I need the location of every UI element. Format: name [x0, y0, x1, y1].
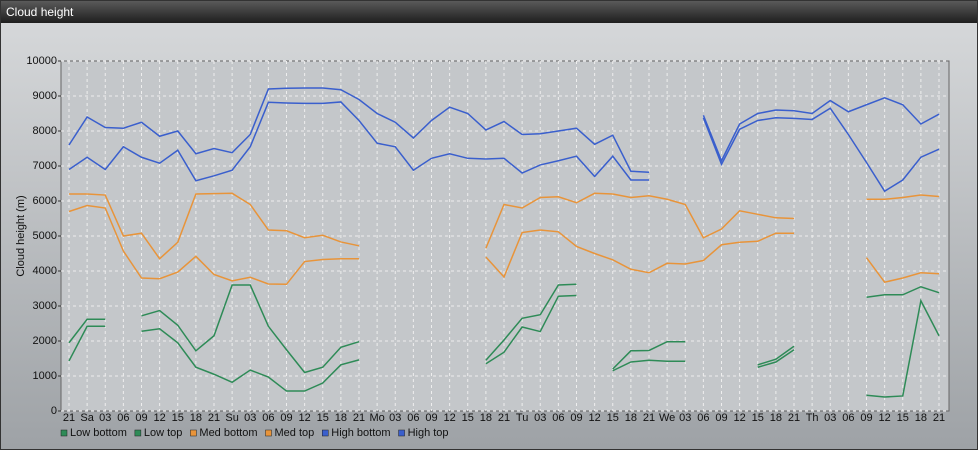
- x-tick-label: 21: [498, 412, 510, 424]
- x-tick-label: 09: [280, 412, 292, 424]
- x-tick-label: 21: [208, 412, 220, 424]
- x-tick-label: 18: [625, 412, 637, 424]
- x-tick-label: Th: [806, 412, 819, 424]
- legend-label: Low top: [144, 427, 183, 439]
- y-tick-label: 10000: [26, 55, 57, 67]
- x-tick-label: 09: [715, 412, 727, 424]
- x-tick-label: 06: [117, 412, 129, 424]
- legend-label: Med bottom: [199, 427, 257, 439]
- x-tick-label: 21: [933, 412, 945, 424]
- y-tick-label: 1000: [33, 370, 57, 382]
- legend-label: High top: [408, 427, 449, 439]
- y-tick-label: 7000: [33, 160, 57, 172]
- window-title: Cloud height: [1, 1, 977, 23]
- x-tick-label: Su: [225, 412, 238, 424]
- x-tick-label: 15: [317, 412, 329, 424]
- legend-swatch: [322, 429, 329, 437]
- legend-swatch: [398, 429, 405, 437]
- series-line: [68, 87, 940, 174]
- y-tick-label: 2000: [33, 335, 57, 347]
- y-tick-label: 0: [51, 405, 57, 417]
- series-line: [68, 101, 940, 193]
- x-tick-label: 21: [63, 412, 75, 424]
- y-axis-label: Cloud height (m): [15, 195, 27, 276]
- x-tick-label: 03: [679, 412, 691, 424]
- x-tick-label: 21: [643, 412, 655, 424]
- x-tick-label: 12: [589, 412, 601, 424]
- x-tick-label: 15: [897, 412, 909, 424]
- x-tick-label: 09: [860, 412, 872, 424]
- x-tick-label: Tu: [516, 412, 528, 424]
- y-tick-label: 8000: [33, 125, 57, 137]
- x-tick-label: Mo: [369, 412, 384, 424]
- x-tick-label: 06: [842, 412, 854, 424]
- series-line: [68, 204, 940, 286]
- x-tick-label: 21: [788, 412, 800, 424]
- x-tick-label: 15: [607, 412, 619, 424]
- x-tick-label: 12: [154, 412, 166, 424]
- x-tick-label: 03: [534, 412, 546, 424]
- legend-swatch: [60, 429, 68, 437]
- y-tick-label: 3000: [33, 300, 57, 312]
- x-tick-label: 03: [824, 412, 836, 424]
- x-tick-label: 12: [299, 412, 311, 424]
- x-tick-label: 03: [244, 412, 256, 424]
- legend-label: Med top: [275, 427, 315, 439]
- legend-swatch: [190, 429, 197, 437]
- x-tick-label: 18: [915, 412, 927, 424]
- x-tick-label: We: [659, 412, 675, 424]
- series-line: [68, 283, 940, 374]
- x-tick-label: 12: [734, 412, 746, 424]
- x-tick-label: 12: [444, 412, 456, 424]
- x-tick-label: 15: [752, 412, 764, 424]
- y-tick-label: 5000: [33, 230, 57, 242]
- x-tick-label: 03: [389, 412, 401, 424]
- y-tick-label: 6000: [33, 195, 57, 207]
- x-tick-label: 15: [172, 412, 184, 424]
- x-tick-label: 06: [407, 412, 419, 424]
- x-tick-label: 18: [770, 412, 782, 424]
- x-tick-label: 09: [570, 412, 582, 424]
- legend-label: High bottom: [331, 427, 390, 439]
- legend-swatch: [265, 429, 272, 437]
- x-tick-label: 21: [353, 412, 365, 424]
- y-tick-label: 9000: [33, 90, 57, 102]
- x-tick-label: Sa: [80, 412, 94, 424]
- y-tick-label: 4000: [33, 265, 57, 277]
- x-tick-label: 18: [335, 412, 347, 424]
- x-tick-label: 06: [262, 412, 274, 424]
- x-tick-label: 15: [462, 412, 474, 424]
- x-tick-label: 18: [480, 412, 492, 424]
- legend-label: Low bottom: [70, 427, 127, 439]
- x-tick-label: 18: [190, 412, 202, 424]
- x-tick-label: 06: [552, 412, 564, 424]
- series-line: [68, 294, 940, 398]
- x-tick-label: 09: [425, 412, 437, 424]
- series-line: [69, 192, 940, 260]
- legend-swatch: [134, 429, 142, 437]
- x-tick-label: 03: [99, 412, 111, 424]
- x-tick-label: 12: [879, 412, 891, 424]
- x-tick-label: 09: [135, 412, 147, 424]
- x-tick-label: 06: [697, 412, 709, 424]
